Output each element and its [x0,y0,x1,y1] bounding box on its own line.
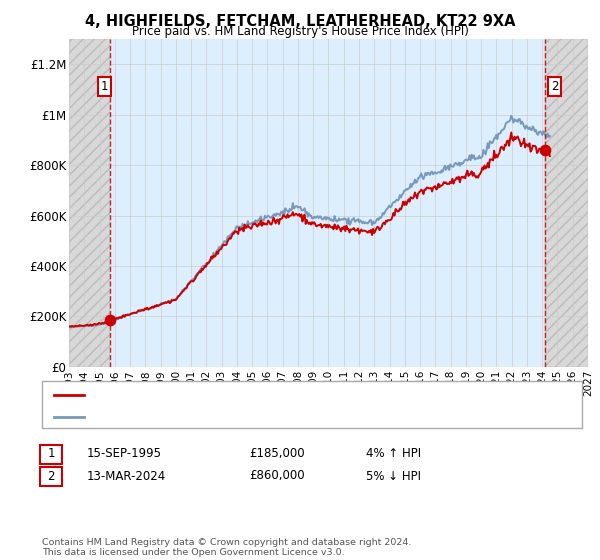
4, HIGHFIELDS, FETCHAM, LEATHERHEAD, KT22 9XA (detached house) [120,312,127,319]
4, HIGHFIELDS, FETCHAM, LEATHERHEAD, KT22 9XA (detached house) [68,323,75,330]
Text: Price paid vs. HM Land Registry's House Price Index (HPI): Price paid vs. HM Land Registry's House … [131,25,469,38]
HPI: Average price, detached house, Mole Valley: (1.99e+03, 1.58e+05): Average price, detached house, Mole Vall… [65,324,73,330]
Text: 13-MAR-2024: 13-MAR-2024 [87,469,166,483]
Text: HPI: Average price, detached house, Mole Valley: HPI: Average price, detached house, Mole… [90,412,342,422]
HPI: Average price, detached house, Mole Valley: (2.02e+03, 9.26e+05): Average price, detached house, Mole Vall… [541,130,548,137]
HPI: Average price, detached house, Mole Valley: (2.01e+03, 5.85e+05): Average price, detached house, Mole Vall… [337,216,344,223]
Line: HPI: Average price, detached house, Mole Valley: HPI: Average price, detached house, Mole… [69,116,550,327]
HPI: Average price, detached house, Mole Valley: (2.02e+03, 9.96e+05): Average price, detached house, Mole Vall… [508,113,515,119]
Text: Contains HM Land Registry data © Crown copyright and database right 2024.
This d: Contains HM Land Registry data © Crown c… [42,538,412,557]
Text: 1: 1 [101,80,108,93]
HPI: Average price, detached house, Mole Valley: (2.02e+03, 9.16e+05): Average price, detached house, Mole Vall… [546,133,553,139]
4, HIGHFIELDS, FETCHAM, LEATHERHEAD, KT22 9XA (detached house) [528,147,535,153]
Text: 4, HIGHFIELDS, FETCHAM, LEATHERHEAD, KT22 9XA (detached house): 4, HIGHFIELDS, FETCHAM, LEATHERHEAD, KT2… [90,390,455,400]
HPI: Average price, detached house, Mole Valley: (2e+03, 1.99e+05): Average price, detached house, Mole Vall… [120,313,127,320]
Text: £185,000: £185,000 [249,447,305,460]
Text: 1: 1 [47,447,55,460]
4, HIGHFIELDS, FETCHAM, LEATHERHEAD, KT22 9XA (detached house) [508,129,515,136]
Text: 15-SEP-1995: 15-SEP-1995 [87,447,162,460]
Text: 2: 2 [47,469,55,483]
Text: 4% ↑ HPI: 4% ↑ HPI [366,447,421,460]
Text: £860,000: £860,000 [249,469,305,483]
HPI: Average price, detached house, Mole Valley: (2.02e+03, 7.49e+05): Average price, detached house, Mole Vall… [415,175,422,181]
HPI: Average price, detached house, Mole Valley: (1.99e+03, 1.57e+05): Average price, detached house, Mole Vall… [67,324,74,330]
4, HIGHFIELDS, FETCHAM, LEATHERHEAD, KT22 9XA (detached house) [415,190,422,197]
HPI: Average price, detached house, Mole Valley: (2.02e+03, 9.39e+05): Average price, detached house, Mole Vall… [528,127,535,133]
Line: 4, HIGHFIELDS, FETCHAM, LEATHERHEAD, KT22 9XA (detached house): 4, HIGHFIELDS, FETCHAM, LEATHERHEAD, KT2… [69,133,550,326]
Bar [69,39,110,367]
4, HIGHFIELDS, FETCHAM, LEATHERHEAD, KT22 9XA (detached house) [337,228,344,235]
Point [106,316,115,325]
Point [541,146,550,155]
4, HIGHFIELDS, FETCHAM, LEATHERHEAD, KT22 9XA (detached house) [541,147,548,154]
4, HIGHFIELDS, FETCHAM, LEATHERHEAD, KT22 9XA (detached house) [546,153,553,160]
Text: 2: 2 [551,80,558,93]
Text: 5% ↓ HPI: 5% ↓ HPI [366,469,421,483]
HPI: Average price, detached house, Mole Valley: (2e+03, 2.34e+05): Average price, detached house, Mole Vall… [147,305,154,311]
4, HIGHFIELDS, FETCHAM, LEATHERHEAD, KT22 9XA (detached house) [65,323,73,330]
Bar [545,39,588,367]
4, HIGHFIELDS, FETCHAM, LEATHERHEAD, KT22 9XA (detached house) [147,305,154,312]
Text: 4, HIGHFIELDS, FETCHAM, LEATHERHEAD, KT22 9XA: 4, HIGHFIELDS, FETCHAM, LEATHERHEAD, KT2… [85,14,515,29]
